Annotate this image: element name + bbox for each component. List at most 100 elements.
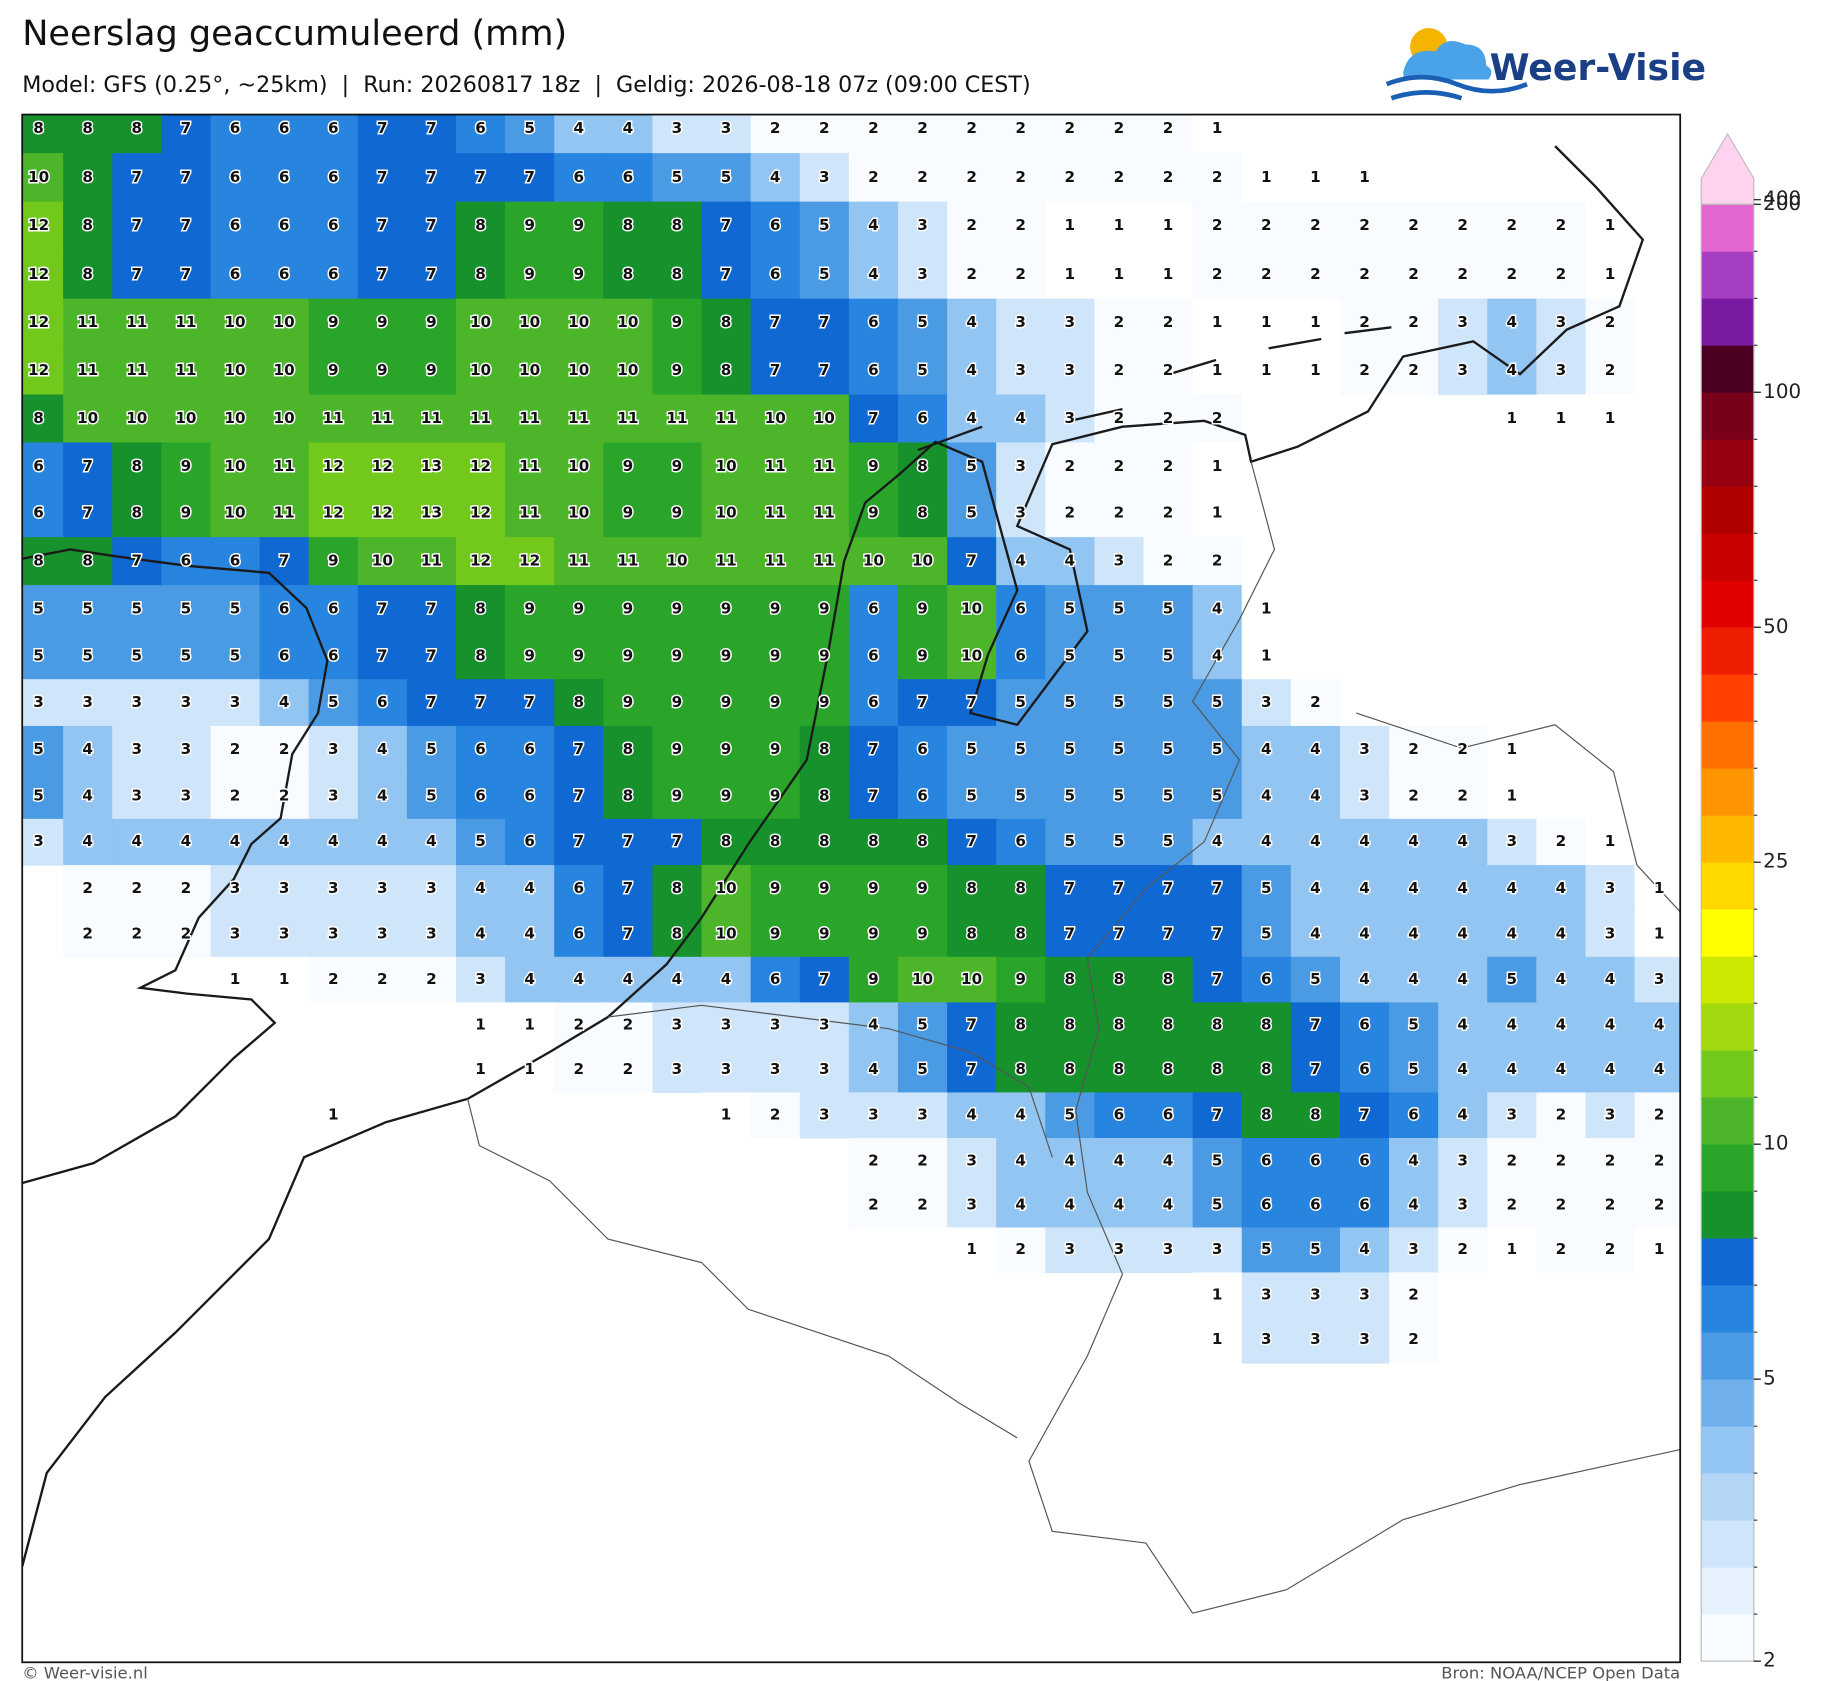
- precip-value: 9: [721, 600, 732, 618]
- colorbar-band: [1701, 674, 1754, 722]
- precip-value: 12: [28, 361, 49, 379]
- precip-value: 5: [1163, 740, 1174, 758]
- precip-value: 1: [1654, 1240, 1665, 1258]
- precip-value: 11: [814, 504, 835, 522]
- precip-cell: [701, 632, 752, 680]
- precip-cell: [554, 772, 604, 820]
- precip-cell: [799, 1002, 850, 1048]
- precip-value: 10: [274, 313, 295, 331]
- precip-cell: [799, 153, 850, 203]
- precip-cell: [750, 865, 801, 912]
- precip-cell: [1585, 1138, 1636, 1184]
- precip-value: 1: [1261, 361, 1272, 379]
- precip-value: 3: [1212, 1240, 1223, 1258]
- coastline-england: [22, 548, 329, 1185]
- precip-cell: [161, 632, 212, 680]
- precip-cell: [357, 818, 408, 866]
- precip-cell: [848, 632, 899, 680]
- precip-value: 4: [1507, 1016, 1518, 1034]
- colorbar-band: [1701, 392, 1754, 440]
- precip-cell: [22, 537, 64, 586]
- precip-value: 3: [819, 168, 830, 186]
- precip-cell: [652, 153, 703, 203]
- precip-value: 1: [328, 1106, 339, 1124]
- precip-value: 6: [279, 646, 290, 664]
- precip-cell: [112, 442, 162, 491]
- precip-value: 3: [1163, 1240, 1174, 1258]
- precip-cell: [701, 1092, 752, 1139]
- precip-value: 6: [328, 265, 339, 283]
- precip-value: 4: [524, 970, 535, 988]
- precip-cell: [554, 442, 604, 491]
- precip-value: 11: [617, 552, 638, 570]
- precip-cell: [1192, 537, 1243, 586]
- precip-value: 4: [966, 409, 977, 427]
- precip-cell: [1585, 1002, 1636, 1048]
- precip-cell: [750, 114, 801, 154]
- precip-cell: [1389, 911, 1439, 958]
- precip-cell: [1241, 1227, 1292, 1274]
- precip-cell: [112, 772, 162, 820]
- precip-cell: [1487, 298, 1537, 348]
- precip-value: 4: [1261, 832, 1272, 850]
- precip-cell: [161, 772, 212, 820]
- precip-cell: [701, 956, 752, 1003]
- precip-value: 11: [568, 409, 589, 427]
- precip-cell: [1045, 442, 1095, 491]
- precip-value: 11: [323, 409, 344, 427]
- precip-value: 8: [1114, 1016, 1125, 1034]
- precip-value: 2: [1556, 1196, 1567, 1214]
- precip-value: 9: [328, 361, 339, 379]
- precip-value: 1: [1261, 646, 1272, 664]
- colorbar-band: [1701, 1003, 1754, 1051]
- precip-value: 7: [377, 600, 388, 618]
- precip-cell: [848, 585, 899, 634]
- precip-value: 10: [912, 970, 933, 988]
- precip-value: 4: [573, 119, 584, 137]
- precip-value: 2: [917, 1196, 928, 1214]
- precip-cell: [505, 725, 555, 774]
- precip-cell: [112, 394, 162, 444]
- precip-value: 2: [573, 1016, 584, 1034]
- precip-value: 7: [181, 168, 192, 186]
- precip-value: 7: [770, 361, 781, 379]
- precip-cell: [1143, 298, 1194, 348]
- precip-value: 3: [279, 925, 290, 943]
- precip-cell: [357, 772, 408, 820]
- precip-value: 9: [623, 457, 634, 475]
- precip-cell: [1192, 632, 1243, 680]
- precip-cell: [210, 442, 261, 491]
- precip-value: 2: [1065, 119, 1076, 137]
- precip-cell: [1290, 346, 1341, 396]
- precip-cell: [603, 632, 654, 680]
- precip-cell: [259, 394, 310, 444]
- precip-value: 11: [814, 552, 835, 570]
- precip-cell: [259, 956, 310, 1003]
- precip-value: 12: [323, 504, 344, 522]
- precip-cell: [112, 489, 162, 538]
- precip-value: 11: [421, 552, 442, 570]
- precip-cell: [1192, 818, 1243, 866]
- precip-cell: [505, 153, 555, 203]
- precip-value: 6: [230, 552, 241, 570]
- precip-cell: [1634, 1227, 1681, 1274]
- precip-cell: [1339, 201, 1390, 251]
- precip-cell: [308, 865, 359, 912]
- precip-cell: [701, 298, 752, 348]
- precip-value: 2: [1163, 168, 1174, 186]
- precip-value: 9: [917, 925, 928, 943]
- precip-value: 1: [1556, 409, 1567, 427]
- precip-value: 7: [868, 409, 879, 427]
- colorbar-band: [1701, 1567, 1754, 1615]
- precip-cell: [996, 818, 1046, 866]
- precip-value: 6: [524, 787, 535, 805]
- precip-cell: [1241, 585, 1292, 634]
- precip-cell: [848, 394, 899, 444]
- precip-value: 3: [1114, 552, 1125, 570]
- precip-value: 11: [716, 552, 737, 570]
- precip-cell: [652, 114, 703, 154]
- precip-value: 12: [519, 552, 540, 570]
- precip-value: 2: [1507, 265, 1518, 283]
- precip-cell: [1143, 1047, 1194, 1094]
